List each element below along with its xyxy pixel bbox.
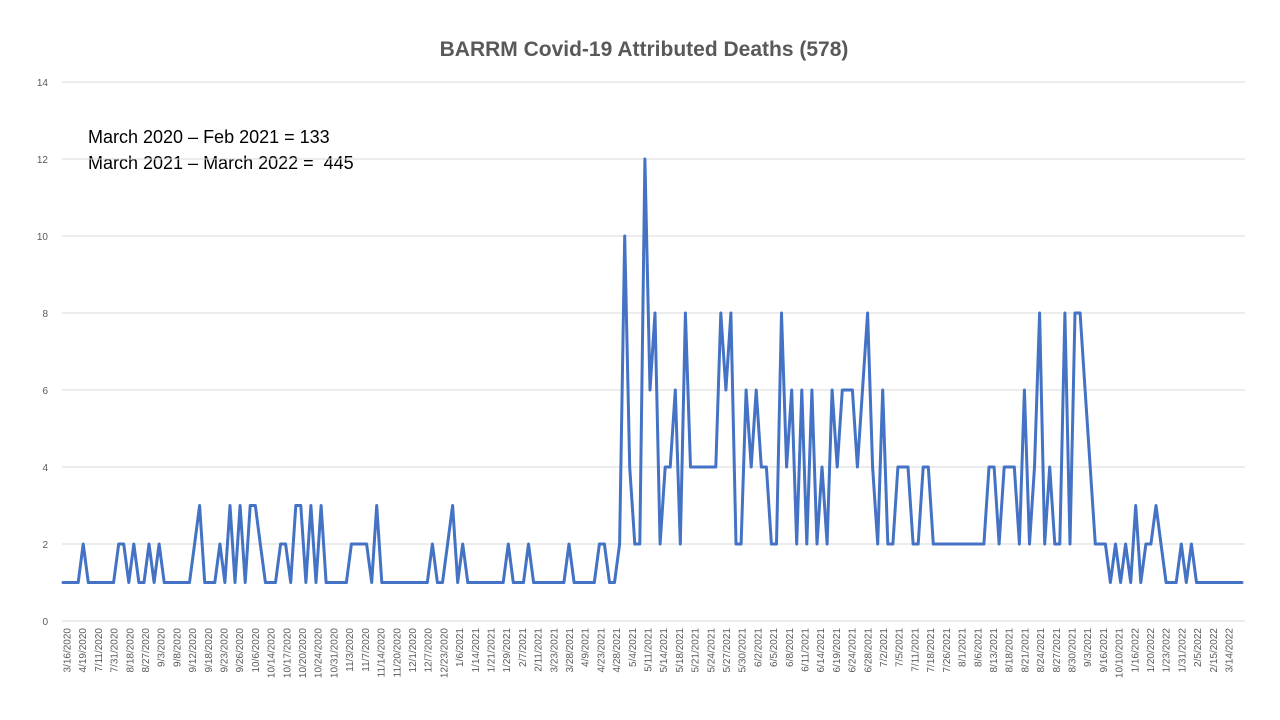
x-tick-label: 10/10/2021	[1115, 628, 1126, 678]
y-tick-label: 0	[42, 617, 48, 628]
x-tick-label: 7/5/2021	[895, 628, 906, 667]
x-tick-label: 10/17/2020	[282, 628, 293, 678]
x-axis-ticks: 3/16/2020 4/19/2020 7/11/2020 7/31/2020 8/18…	[63, 628, 1236, 678]
x-tick-label: 8/6/2021	[973, 628, 984, 667]
x-tick-label: 5/21/2021	[691, 628, 702, 673]
y-tick-label: 14	[37, 78, 49, 89]
x-tick-label: 4/19/2020	[78, 628, 89, 673]
x-tick-label: 12/1/2020	[408, 628, 419, 673]
x-tick-label: 10/24/2020	[314, 628, 325, 678]
x-tick-label: 5/24/2021	[706, 628, 717, 673]
x-tick-label: 4/9/2021	[581, 628, 592, 667]
x-tick-label: 8/27/2020	[141, 628, 152, 673]
chart-title: BARRM Covid-19 Attributed Deaths (578)	[439, 38, 849, 61]
x-tick-label: 8/1/2021	[958, 628, 969, 667]
x-tick-label: 8/13/2021	[989, 628, 1000, 673]
x-tick-label: 10/31/2020	[329, 628, 340, 678]
x-tick-label: 6/8/2021	[785, 628, 796, 667]
x-tick-label: 2/5/2022	[1193, 628, 1204, 667]
x-tick-label: 12/7/2020	[424, 628, 435, 673]
x-tick-label: 2/15/2022	[1209, 628, 1220, 673]
y-tick-label: 4	[42, 463, 48, 474]
x-tick-label: 10/20/2020	[298, 628, 309, 678]
x-tick-label: 8/18/2020	[125, 628, 136, 673]
x-tick-label: 3/28/2021	[565, 628, 576, 673]
series-line-0	[61, 157, 1244, 584]
x-tick-label: 3/23/2021	[549, 628, 560, 673]
x-tick-label: 6/19/2021	[832, 628, 843, 673]
x-tick-label: 5/14/2021	[659, 628, 670, 673]
x-tick-label: 9/16/2021	[1099, 628, 1110, 673]
x-tick-label: 6/24/2021	[848, 628, 859, 673]
x-tick-label: 9/23/2020	[220, 628, 231, 673]
x-tick-label: 11/7/2020	[361, 628, 372, 672]
x-tick-label: 9/26/2020	[235, 628, 246, 673]
x-tick-label: 1/23/2022	[1162, 628, 1173, 673]
x-tick-label: 8/18/2021	[1005, 628, 1016, 673]
y-tick-label: 2	[42, 540, 48, 551]
x-tick-label: 6/11/2021	[801, 628, 812, 672]
x-tick-label: 7/18/2021	[926, 628, 937, 673]
y-tick-label: 8	[42, 309, 48, 320]
x-tick-label: 4/23/2021	[596, 628, 607, 673]
annotation-2020-2021-total: March 2020 – Feb 2021 = 133	[88, 127, 330, 147]
x-tick-label: 4/28/2021	[612, 628, 623, 673]
x-tick-label: 8/30/2021	[1068, 628, 1079, 673]
x-tick-label: 5/18/2021	[675, 628, 686, 673]
series-layer	[61, 157, 1244, 584]
annotation-2021-2022-total: March 2021 – March 2022 = 445	[88, 153, 354, 173]
x-tick-label: 9/3/2020	[157, 628, 168, 667]
x-tick-label: 1/31/2022	[1177, 628, 1188, 673]
x-tick-label: 5/27/2021	[722, 628, 733, 673]
y-tick-label: 6	[42, 386, 48, 397]
y-axis-ticks: 0 2 4 6 8 10 12 14	[37, 78, 49, 628]
x-tick-label: 1/29/2021	[502, 628, 513, 673]
x-tick-label: 1/14/2021	[471, 628, 482, 673]
x-tick-label: 7/26/2021	[942, 628, 953, 673]
x-tick-label: 3/14/2022	[1225, 628, 1236, 673]
x-tick-label: 1/21/2021	[487, 628, 498, 673]
x-tick-label: 5/4/2021	[628, 628, 639, 667]
x-tick-label: 9/3/2021	[1083, 628, 1094, 667]
x-tick-label: 3/16/2020	[63, 628, 74, 673]
x-tick-label: 6/14/2021	[816, 628, 827, 673]
x-tick-label: 12/23/2020	[439, 628, 450, 678]
x-tick-label: 11/14/2020	[377, 628, 388, 678]
x-tick-label: 9/8/2020	[172, 628, 183, 667]
x-tick-label: 10/6/2020	[251, 628, 262, 673]
x-tick-label: 7/11/2021	[910, 628, 921, 672]
gridlines	[62, 81, 1245, 622]
x-tick-label: 1/6/2021	[455, 628, 466, 667]
x-tick-label: 2/7/2021	[518, 628, 529, 667]
x-tick-label: 7/11/2020	[94, 628, 105, 672]
x-tick-label: 6/2/2021	[753, 628, 764, 667]
x-tick-label: 5/30/2021	[738, 628, 749, 673]
x-tick-label: 9/18/2020	[204, 628, 215, 673]
x-tick-label: 11/20/2020	[392, 628, 403, 678]
x-tick-label: 11/3/2020	[345, 628, 356, 672]
x-tick-label: 8/24/2021	[1036, 628, 1047, 673]
x-tick-label: 6/28/2021	[863, 628, 874, 673]
x-tick-label: 6/5/2021	[769, 628, 780, 667]
x-tick-label: 7/31/2020	[110, 628, 121, 673]
x-tick-label: 1/20/2022	[1146, 628, 1157, 673]
x-tick-label: 2/11/2021	[534, 628, 545, 672]
x-tick-label: 5/11/2021	[644, 628, 655, 672]
y-tick-label: 10	[37, 232, 49, 243]
x-tick-label: 1/16/2022	[1130, 628, 1141, 673]
x-tick-label: 7/2/2021	[879, 628, 890, 667]
x-tick-label: 9/12/2020	[188, 628, 199, 673]
y-tick-label: 12	[37, 155, 49, 166]
x-tick-label: 10/14/2020	[267, 628, 278, 678]
x-tick-label: 8/21/2021	[1020, 628, 1031, 673]
x-tick-label: 8/27/2021	[1052, 628, 1063, 673]
